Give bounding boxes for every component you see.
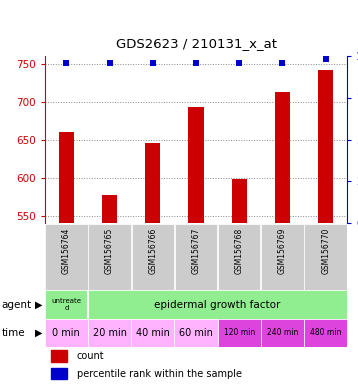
Text: untreate
d: untreate d (51, 298, 81, 311)
Text: GSM156769: GSM156769 (278, 228, 287, 274)
Text: epidermal growth factor: epidermal growth factor (154, 300, 281, 310)
Bar (45, 290, 88, 319)
Text: 240 min: 240 min (267, 328, 298, 338)
Point (107, 60, 112, 66)
Text: 0 min: 0 min (53, 328, 80, 338)
Bar (174, 319, 218, 347)
Point (236, 60, 242, 66)
Text: 480 min: 480 min (310, 328, 341, 338)
Text: ▶: ▶ (35, 300, 43, 310)
Text: ▶: ▶ (35, 328, 43, 338)
Bar (175, 224, 217, 290)
Bar (131, 319, 174, 347)
Text: GSM156767: GSM156767 (192, 228, 200, 274)
Bar (188, 107, 204, 223)
Bar (318, 70, 333, 223)
Text: GSM156765: GSM156765 (105, 228, 114, 274)
Text: count: count (77, 351, 104, 361)
Text: GDS2623 / 210131_x_at: GDS2623 / 210131_x_at (116, 37, 276, 50)
Bar (145, 143, 160, 223)
Text: agent: agent (2, 300, 32, 310)
Point (193, 60, 199, 66)
Text: 60 min: 60 min (179, 328, 213, 338)
Bar (132, 224, 174, 290)
Bar (102, 195, 117, 223)
Text: 20 min: 20 min (93, 328, 127, 338)
Text: GSM156770: GSM156770 (321, 228, 330, 274)
Bar (261, 319, 304, 347)
Bar (45, 319, 88, 347)
Bar (45, 224, 88, 290)
Text: GSM156764: GSM156764 (62, 228, 71, 274)
Bar (88, 319, 131, 347)
Bar (51, 368, 67, 379)
Text: 40 min: 40 min (136, 328, 170, 338)
Bar (88, 224, 131, 290)
Point (63, 60, 69, 66)
Text: 120 min: 120 min (224, 328, 255, 338)
Text: percentile rank within the sample: percentile rank within the sample (77, 369, 242, 379)
Bar (232, 179, 247, 223)
Bar (51, 350, 67, 362)
Point (323, 56, 329, 63)
Bar (261, 224, 304, 290)
Bar (59, 132, 74, 223)
Bar (275, 92, 290, 223)
Text: time: time (2, 328, 25, 338)
Point (280, 60, 285, 66)
Bar (304, 224, 347, 290)
Text: GSM156768: GSM156768 (235, 228, 244, 274)
Bar (218, 319, 261, 347)
Bar (218, 224, 260, 290)
Point (150, 60, 156, 66)
Bar (88, 290, 347, 319)
Bar (304, 319, 347, 347)
Text: GSM156766: GSM156766 (148, 228, 157, 274)
